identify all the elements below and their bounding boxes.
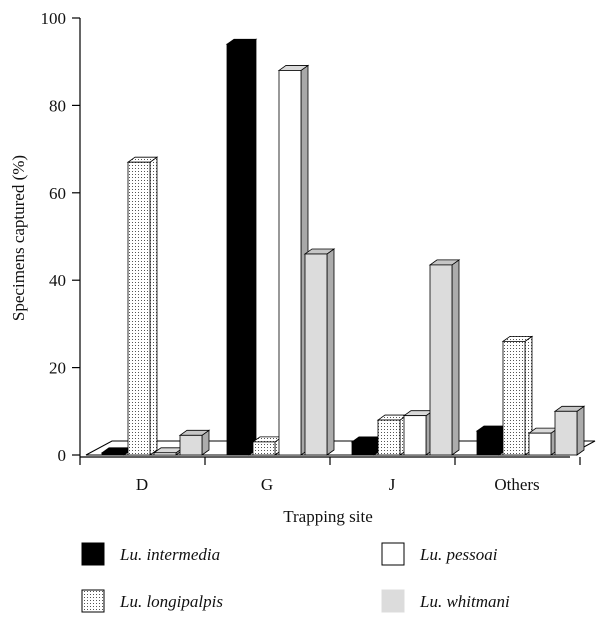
bar-2-3: [527, 427, 560, 456]
x-tick-label: G: [261, 475, 273, 494]
bar-front: [278, 70, 302, 456]
legend-swatch: [81, 589, 105, 613]
bar-front: [377, 419, 401, 456]
y-axis-title: Specimens captured (%): [9, 155, 28, 321]
legend-label: Lu. intermedia: [119, 545, 220, 564]
bar-1-0: [126, 156, 159, 456]
bar-front: [403, 415, 427, 456]
bar-front: [101, 452, 125, 456]
bar-2-1: [277, 64, 310, 456]
x-tick-label: D: [136, 475, 148, 494]
y-tick-label: 20: [49, 359, 66, 378]
bar-front: [304, 253, 328, 456]
bar-front: [226, 43, 250, 456]
bar-3-3: [553, 405, 586, 456]
bar-front: [554, 410, 578, 456]
bar-1-3: [501, 335, 534, 456]
y-tick-label: 80: [49, 96, 66, 115]
bar-side: [149, 156, 158, 456]
bar-front: [528, 432, 552, 456]
axes-group: 0 20 40 60 80 100 D G J Others Trapping site Specim…: [9, 9, 581, 526]
bar-3-0: [178, 429, 211, 456]
bar-side: [248, 38, 257, 456]
bar-2-2: [402, 409, 435, 456]
bar-0-1: [225, 38, 258, 456]
legend: Lu. intermedia Lu. pessoai Lu. longipalpis…: [81, 542, 510, 613]
legend-item-3: Lu. whitmani: [381, 589, 510, 613]
legend-swatch: [81, 542, 105, 566]
bar-0-3: [475, 425, 508, 456]
bar-front: [429, 264, 453, 456]
bar-front: [179, 434, 203, 456]
y-tick-label: 0: [58, 446, 67, 465]
bar-1-2: [376, 414, 409, 456]
bar-front: [127, 161, 151, 456]
legend-swatch: [381, 589, 405, 613]
bar-side: [326, 248, 335, 456]
legend-label: Lu. pessoai: [419, 545, 498, 564]
bars-group: [100, 38, 586, 456]
legend-item-1: Lu. longipalpis: [81, 589, 223, 613]
legend-item-2: Lu. pessoai: [381, 542, 498, 566]
x-tick-label: J: [389, 475, 396, 494]
bar-front: [252, 441, 276, 456]
bar-front: [153, 452, 177, 456]
legend-swatch: [381, 542, 405, 566]
x-axis-title: Trapping site: [283, 507, 373, 526]
bar-side: [451, 259, 460, 456]
bar-front: [351, 441, 375, 456]
legend-label: Lu. longipalpis: [119, 592, 223, 611]
y-tick-label: 100: [41, 9, 67, 28]
y-tick-label: 40: [49, 271, 66, 290]
bar-side: [576, 405, 585, 456]
bar-1-1: [251, 436, 284, 456]
bar-front: [476, 430, 500, 456]
bar-0-2: [350, 436, 383, 456]
bar-3-1: [303, 248, 336, 456]
x-tick-label: Others: [494, 475, 539, 494]
bar-0-0: [100, 447, 133, 456]
bar-3-2: [428, 259, 461, 456]
bar-front: [502, 340, 526, 456]
y-tick-label: 60: [49, 184, 66, 203]
legend-item-0: Lu. intermedia: [81, 542, 220, 566]
legend-label: Lu. whitmani: [419, 592, 510, 611]
bar-2-0: [152, 447, 185, 456]
